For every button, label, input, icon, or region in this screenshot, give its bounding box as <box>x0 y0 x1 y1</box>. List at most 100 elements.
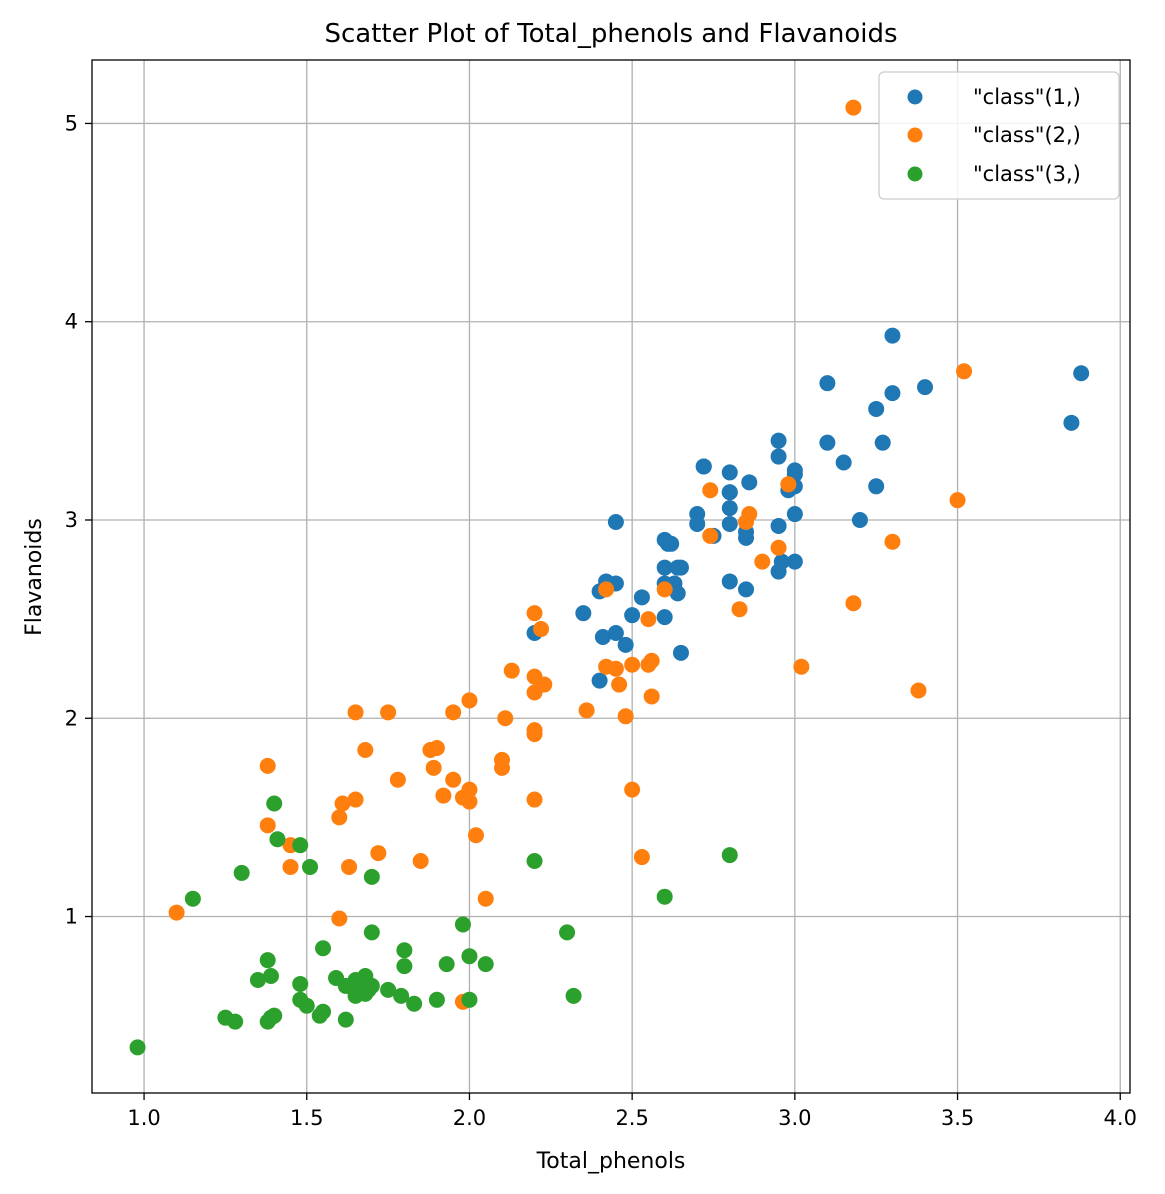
scatter-point-class-2 <box>259 817 276 834</box>
scatter-point-class-1 <box>917 379 934 396</box>
scatter-point-class-2 <box>607 660 624 677</box>
scatter-point-class-3 <box>438 956 455 973</box>
x-tick-label: 1.5 <box>290 1106 323 1130</box>
scatter-point-class-1 <box>1063 414 1080 431</box>
scatter-point-class-3 <box>262 968 279 985</box>
scatter-point-class-1 <box>868 478 885 495</box>
scatter-point-class-3 <box>227 1013 244 1030</box>
scatter-point-class-1 <box>884 385 901 402</box>
scatter-point-class-2 <box>445 704 462 721</box>
scatter-point-class-3 <box>315 1003 332 1020</box>
scatter-point-class-1 <box>835 454 852 471</box>
scatter-point-class-3 <box>363 977 380 994</box>
chart-title: Scatter Plot of Total_phenols and Flavan… <box>324 19 897 49</box>
scatter-point-class-1 <box>663 535 680 552</box>
scatter-point-class-2 <box>467 827 484 844</box>
y-axis-label: Flavanoids <box>22 518 47 636</box>
scatter-point-class-3 <box>249 971 266 988</box>
scatter-point-class-1 <box>672 644 689 661</box>
legend-box <box>878 71 1120 200</box>
scatter-point-class-2 <box>640 611 657 628</box>
scatter-point-class-1 <box>624 607 641 624</box>
scatter-point-class-2 <box>341 858 358 875</box>
scatter-point-class-2 <box>656 581 673 598</box>
scatter-point-class-2 <box>370 845 387 862</box>
scatter-point-class-3 <box>461 948 478 965</box>
scatter-point-class-2 <box>347 704 364 721</box>
y-tick-label: 3 <box>65 508 78 532</box>
scatter-point-class-1 <box>884 327 901 344</box>
scatter-point-class-2 <box>380 704 397 721</box>
scatter-point-class-3 <box>565 987 582 1004</box>
scatter-point-class-1 <box>738 581 755 598</box>
scatter-point-class-2 <box>598 581 615 598</box>
scatter-point-class-3 <box>266 795 283 812</box>
scatter-point-class-2 <box>624 656 641 673</box>
scatter-point-class-3 <box>298 997 315 1014</box>
scatter-point-class-2 <box>770 539 787 556</box>
scatter-point-class-2 <box>845 99 862 116</box>
scatter-point-class-2 <box>461 692 478 709</box>
plot-frame <box>91 59 1131 1094</box>
scatter-point-class-1 <box>633 589 650 606</box>
scatter-point-class-1 <box>868 400 885 417</box>
scatter-point-class-2 <box>702 482 719 499</box>
scatter-point-class-2 <box>845 595 862 612</box>
y-tick-label: 2 <box>65 706 78 730</box>
scatter-point-class-2 <box>533 621 550 638</box>
scatter-point-class-3 <box>363 924 380 941</box>
scatter-point-class-3 <box>526 853 543 870</box>
scatter-point-class-2 <box>624 781 641 798</box>
scatter-point-class-2 <box>617 708 634 725</box>
scatter-point-class-2 <box>389 771 406 788</box>
scatter-point-class-1 <box>591 672 608 689</box>
scatter-point-class-3 <box>184 890 201 907</box>
scatter-point-class-1 <box>770 517 787 534</box>
legend-label-class-2: "class"(2,) <box>973 123 1081 147</box>
scatter-point-class-2 <box>331 809 348 826</box>
scatter-point-class-1 <box>607 513 624 530</box>
scatter-point-class-1 <box>695 458 712 475</box>
scatter-point-class-2 <box>578 702 595 719</box>
y-tick-label: 1 <box>65 905 78 929</box>
legend-marker-class-1 <box>907 89 923 105</box>
legend-marker-class-2 <box>907 127 923 143</box>
scatter-point-class-3 <box>259 952 276 969</box>
scatter-point-class-2 <box>168 904 185 921</box>
x-tick-label: 2.5 <box>615 1106 648 1130</box>
legend-label-class-1: "class"(1,) <box>973 85 1081 109</box>
scatter-point-class-3 <box>292 837 309 854</box>
scatter-point-class-2 <box>497 710 514 727</box>
x-tick-label: 2.0 <box>453 1106 486 1130</box>
scatter-point-class-2 <box>731 601 748 618</box>
scatter-point-class-2 <box>425 759 442 776</box>
scatter-point-class-1 <box>617 636 634 653</box>
scatter-point-class-3 <box>454 916 471 933</box>
x-tick-label: 3.0 <box>778 1106 811 1130</box>
scatter-point-class-2 <box>331 910 348 927</box>
scatter-point-class-3 <box>428 991 445 1008</box>
scatter-point-class-1 <box>607 625 624 642</box>
scatter-point-class-3 <box>363 868 380 885</box>
legend: "class"(1,) "class"(2,) "class"(3,) <box>878 71 1120 200</box>
scatter-point-class-1 <box>721 573 738 590</box>
scatter-point-class-2 <box>493 759 510 776</box>
y-tick-label: 5 <box>65 111 78 135</box>
scatter-point-class-1 <box>773 553 790 570</box>
x-tick-label: 4.0 <box>1104 1106 1137 1130</box>
scatter-point-class-1 <box>874 434 891 451</box>
scatter-point-class-3 <box>315 940 332 957</box>
scatter-point-class-1 <box>851 511 868 528</box>
scatter-point-class-2 <box>357 741 374 758</box>
scatter-point-class-3 <box>396 958 413 975</box>
scatter-point-class-2 <box>633 849 650 866</box>
scatter-point-class-1 <box>656 609 673 626</box>
scatter-point-class-1 <box>770 432 787 449</box>
scatter-point-class-2 <box>643 652 660 669</box>
scatter-point-class-2 <box>282 858 299 875</box>
scatter-point-class-2 <box>526 605 543 622</box>
scatter-point-class-3 <box>337 1011 354 1028</box>
scatter-point-class-3 <box>233 864 250 881</box>
scatter-point-class-1 <box>656 559 673 576</box>
